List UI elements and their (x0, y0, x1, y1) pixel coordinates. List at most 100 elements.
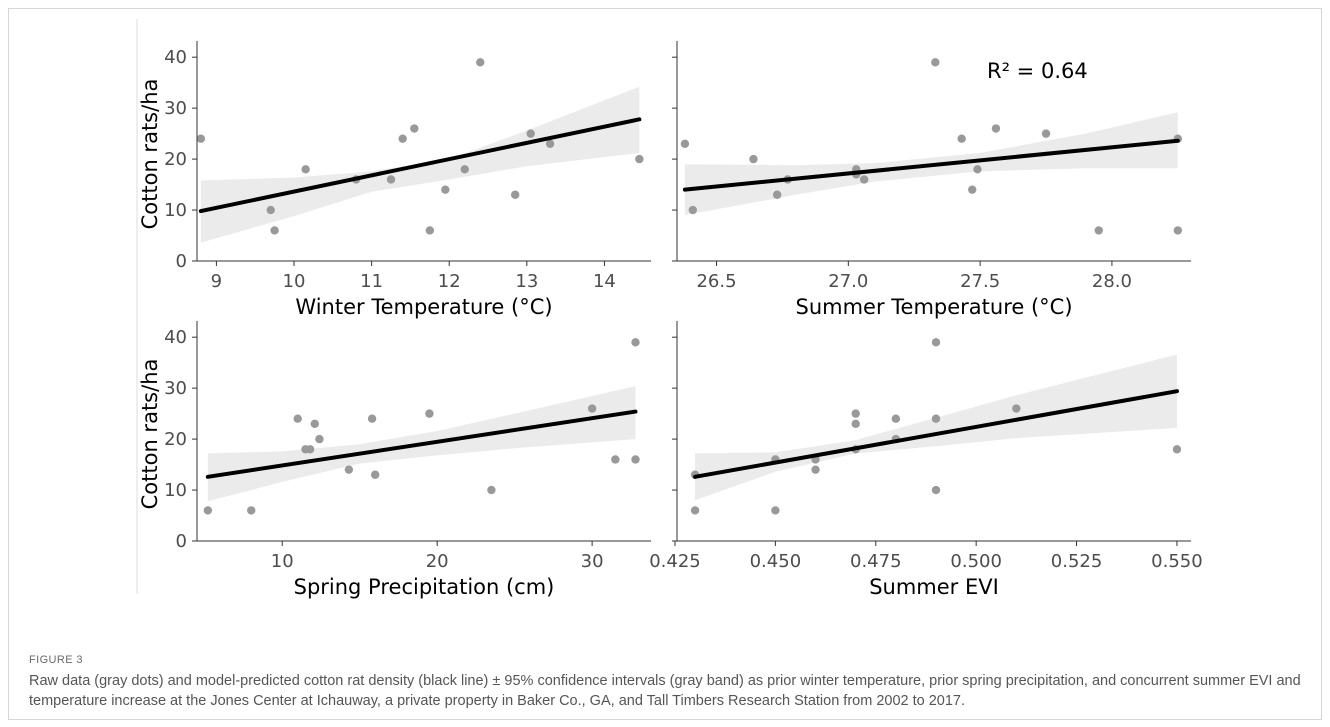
data-point (957, 134, 966, 143)
y-tick-label: 30 (164, 378, 187, 399)
data-point (931, 485, 941, 495)
data-point (310, 419, 319, 429)
x-tick-label: 10 (283, 271, 306, 292)
data-point (1041, 129, 1051, 138)
panel-spring-precipitation: 0 10 20 30 40 10 20 30 Spring Precipitation (cm)… (138, 321, 651, 599)
x-tick-label: 30 (581, 551, 604, 572)
data-point (344, 465, 354, 474)
panel-winter-temperature: 0 10 20 30 40 9 10 11 12 13 14 Winter Temperature (… (138, 41, 651, 319)
y-tick-label: 20 (164, 149, 187, 170)
y-tick-label: 30 (164, 98, 187, 119)
x-tick-label: 0.425 (649, 551, 701, 572)
panel-summer-temperature: 26.5 27.0 27.5 28.0 Summer Temperature (°C) R… (672, 41, 1191, 319)
data-point (526, 129, 535, 138)
data-point (1173, 226, 1183, 235)
data-point (386, 175, 396, 184)
data-point (293, 414, 302, 423)
x-tick-label: 28.0 (1092, 271, 1132, 292)
y-tick-label: 10 (164, 200, 187, 221)
x-tick-label: 0.550 (1151, 551, 1203, 572)
data-point (370, 470, 380, 479)
data-point (545, 139, 555, 149)
x-tick-label: 20 (426, 551, 449, 572)
data-point (410, 124, 419, 133)
data-point (931, 414, 941, 423)
x-tick-label: 12 (438, 271, 461, 292)
figure-caption: Raw data (gray dots) and model-predicted… (29, 673, 1301, 709)
y-tick-label: 40 (164, 47, 187, 68)
data-point (749, 154, 758, 164)
data-point (196, 134, 206, 143)
data-point (771, 506, 780, 515)
y-tick-label: 0 (176, 251, 187, 272)
data-point (1172, 445, 1182, 454)
data-point (635, 154, 644, 164)
data-point (851, 409, 860, 418)
data-point (811, 465, 820, 474)
data-point (931, 58, 940, 67)
y-axis-title: Cotton rats/ha (138, 359, 162, 510)
y-tick-label: 40 (164, 327, 187, 348)
data-point (587, 404, 597, 413)
y-axis-title: Cotton rats/ha (138, 79, 162, 230)
x-tick-label: 27.5 (960, 271, 1000, 292)
data-point (891, 414, 901, 423)
fit-line (205, 409, 638, 479)
x-axis-title: Summer EVI (869, 575, 999, 599)
data-point (367, 414, 377, 423)
y-tick-label: 0 (176, 531, 187, 552)
data-point (631, 338, 640, 347)
data-point (425, 226, 435, 235)
data-point (690, 506, 700, 515)
data-point (968, 185, 977, 194)
x-tick-label: 11 (360, 271, 383, 292)
data-point (476, 58, 485, 67)
data-point (203, 506, 213, 515)
panel-summer-evi: 0.425 0.450 0.475 0.500 0.525 0.550 Summer EVI (649, 321, 1203, 599)
data-point (315, 434, 324, 444)
x-tick-label: 0.500 (950, 551, 1002, 572)
data-point (305, 445, 315, 454)
y-tick-label: 10 (164, 480, 187, 501)
figure-container: 0 10 20 30 40 9 10 11 12 13 14 Winter Temperature (… (8, 8, 1322, 720)
data-point (631, 455, 640, 464)
figure-label: FIGURE 3 (29, 654, 83, 666)
x-tick-label: 14 (593, 271, 616, 292)
x-tick-label: 27.0 (828, 271, 868, 292)
data-point (398, 134, 407, 143)
data-point (266, 205, 275, 215)
data-point (301, 165, 310, 174)
data-point (270, 226, 279, 235)
x-tick-label: 26.5 (696, 271, 736, 292)
data-point (688, 205, 698, 215)
y-tick-label: 20 (164, 429, 187, 450)
data-point (851, 419, 860, 429)
x-axis-title: Spring Precipitation (cm) (294, 575, 555, 599)
r-squared-annotation: R² = 0.64 (987, 59, 1088, 83)
confidence-band (695, 354, 1177, 501)
x-tick-label: 10 (271, 551, 294, 572)
data-point (991, 124, 1001, 133)
data-point (441, 185, 450, 194)
data-point (772, 190, 782, 199)
x-tick-label: 0.450 (750, 551, 802, 572)
fit-line (682, 138, 1180, 192)
x-axis-title: Winter Temperature (°C) (295, 295, 552, 319)
data-point (460, 165, 469, 174)
data-point (859, 175, 869, 184)
data-point (973, 165, 982, 174)
data-point (611, 455, 620, 464)
x-tick-label: 13 (515, 271, 538, 292)
figure-plot: 0 10 20 30 40 9 10 11 12 13 14 Winter Temperature (… (136, 19, 1203, 599)
x-tick-label: 0.525 (1051, 551, 1103, 572)
data-point (247, 506, 256, 515)
fit-line (693, 389, 1179, 479)
x-tick-label: 0.475 (850, 551, 902, 572)
data-point (425, 409, 434, 418)
data-point (931, 338, 941, 347)
fit-line (198, 117, 642, 214)
data-point (680, 139, 690, 149)
data-point (510, 190, 520, 199)
data-point (1094, 226, 1103, 235)
data-point (487, 485, 496, 495)
